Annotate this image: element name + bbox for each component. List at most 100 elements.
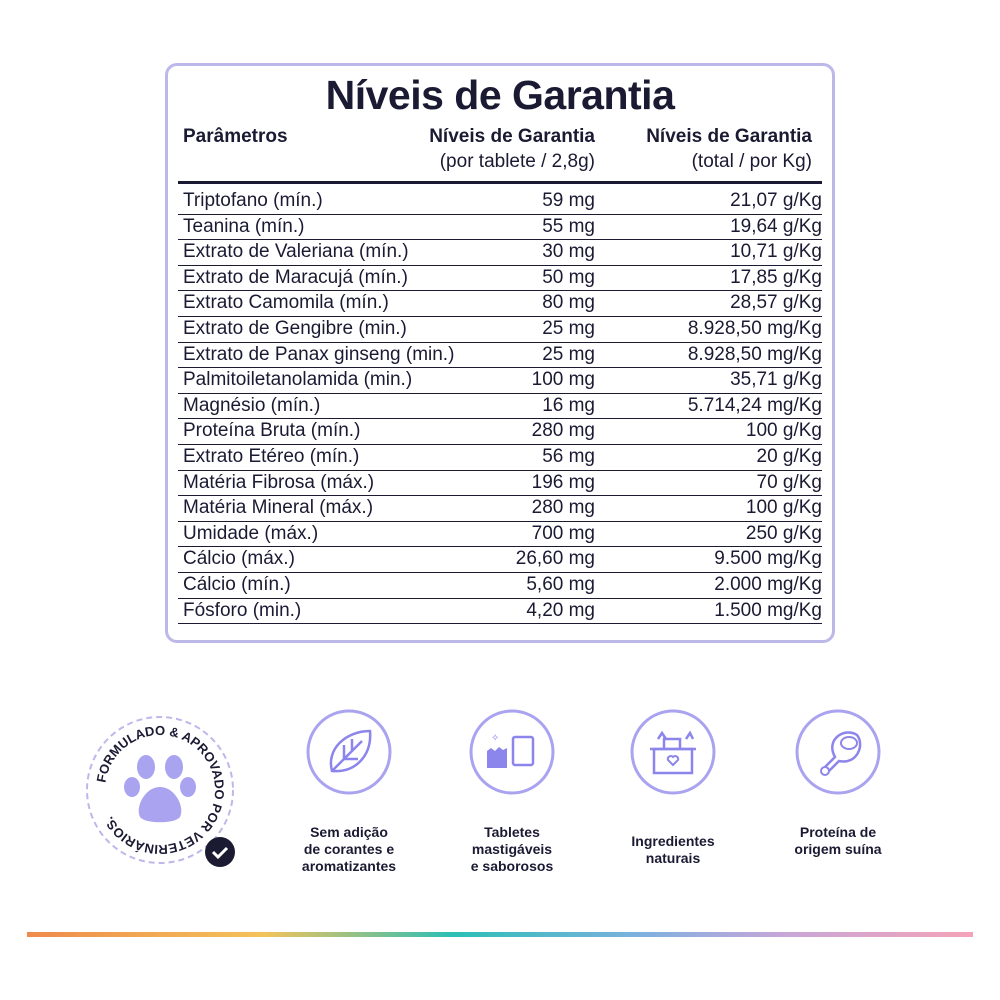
per-tablet-value: 30 mg <box>542 241 595 263</box>
param-name: Cálcio (mín.) <box>183 574 291 595</box>
ham-icon <box>795 709 881 795</box>
table-row: Matéria Fibrosa (máx.) 196 mg 70 g/Kg <box>178 470 822 497</box>
per-kg-value: 35,71 g/Kg <box>730 369 822 391</box>
param-name: Proteína Bruta (mín.) <box>183 420 361 442</box>
param-name: Teanina (mín.) <box>183 215 305 237</box>
per-tablet-value: 100 mg <box>531 369 595 391</box>
per-tablet-value: 700 mg <box>531 522 595 544</box>
per-kg-value: 8.928,50 mg/Kg <box>687 318 822 339</box>
table-row: Cálcio (máx.) 26,60 mg 9.500 mg/Kg <box>178 546 822 573</box>
per-kg-value: 19,64 g/Kg <box>730 215 822 237</box>
table-row: Cálcio (mín.) 5,60 mg 2.000 mg/Kg <box>178 572 822 599</box>
table-row: Extrato Etéreo (mín.) 56 mg 20 g/Kg <box>178 444 822 471</box>
header-param: Parâmetros <box>183 126 288 147</box>
feature-label-line: Tabletes <box>484 824 540 840</box>
per-kg-value: 9.500 mg/Kg <box>714 548 822 570</box>
per-tablet-value: 4,20 mg <box>526 599 595 621</box>
feature-label: Ingredientes naturais <box>608 833 738 867</box>
per-kg-value: 21,07 g/Kg <box>730 190 822 211</box>
param-name: Matéria Mineral (máx.) <box>183 497 374 519</box>
table-row: Umidade (máx.) 700 mg 250 g/Kg <box>178 521 822 548</box>
guarantee-table-card <box>165 63 835 643</box>
per-kg-value: 28,57 g/Kg <box>730 292 822 314</box>
per-tablet-value: 5,60 mg <box>526 574 595 595</box>
per-tablet-value: 196 mg <box>531 471 595 493</box>
per-tablet-value: 280 mg <box>531 497 595 519</box>
svg-text:✧: ✧ <box>491 733 499 744</box>
per-tablet-value: 16 mg <box>542 394 595 416</box>
table-row: Teanina (mín.) 55 mg 19,64 g/Kg <box>178 214 822 241</box>
feature-label-line: naturais <box>645 850 701 866</box>
per-kg-value: 2.000 mg/Kg <box>714 574 822 595</box>
param-name: Extrato de Maracujá (mín.) <box>183 266 408 288</box>
table-row: Extrato de Valeriana (mín.) 30 mg 10,71 g/… <box>178 239 822 266</box>
ingredients-box-icon <box>630 709 716 795</box>
per-kg-value: 100 g/Kg <box>745 420 822 442</box>
per-kg-value: 70 g/Kg <box>756 471 823 493</box>
feature-label: Proteína de origem suína <box>773 824 903 858</box>
paw-icon <box>124 755 196 823</box>
param-name: Extrato Etéreo (mín.) <box>183 446 360 467</box>
feature-label: Sem adição de corantes e aromatizantes <box>284 824 414 875</box>
per-kg-value: 10,71 g/Kg <box>730 241 822 263</box>
feature-label-line: mastigáveis <box>471 841 553 857</box>
per-kg-value: 100 g/Kg <box>745 497 822 519</box>
per-kg-value: 17,85 g/Kg <box>730 266 822 288</box>
header-col2-sub: (por tablete / 2,8g) <box>439 151 595 172</box>
per-tablet-value: 55 mg <box>542 215 595 237</box>
table-row: Magnésio (mín.) 16 mg 5.714,24 mg/Kg <box>178 393 822 420</box>
badge-wavy-border <box>86 716 234 864</box>
per-tablet-value: 59 mg <box>542 190 595 211</box>
header-col3-sub: (total / por Kg) <box>691 151 812 172</box>
param-name: Cálcio (máx.) <box>183 548 295 570</box>
table-row: Palmitoiletanolamida (min.) 100 mg 35,71 g… <box>178 367 822 394</box>
per-kg-value: 5.714,24 mg/Kg <box>687 394 822 416</box>
table-row: Extrato de Gengibre (min.) 25 mg 8.928,50 … <box>178 316 822 343</box>
table-row: Matéria Mineral (máx.) 280 mg 100 g/Kg <box>178 495 822 522</box>
param-name: Umidade (máx.) <box>183 522 319 544</box>
feature-label-line: de corantes e <box>303 841 395 857</box>
param-name: Matéria Fibrosa (máx.) <box>183 471 375 493</box>
feature-label-line: Ingredientes <box>631 833 715 849</box>
param-name: Extrato de Valeriana (mín.) <box>183 241 409 263</box>
per-tablet-value: 26,60 mg <box>515 548 595 570</box>
feature-label-line: Sem adição <box>310 824 388 840</box>
table-row: Fósforo (min.) 4,20 mg 1.500 mg/Kg <box>178 598 822 625</box>
check-badge-icon <box>205 837 235 867</box>
table-row: Extrato de Panax ginseng (min.) 25 mg 8.92… <box>178 342 822 369</box>
vet-approved-badge: FORMULADO & APROVADO POR VETERINÁRIOS. <box>86 716 235 867</box>
per-kg-value: 8.928,50 mg/Kg <box>687 343 822 365</box>
header-col2: Níveis de Garantia <box>429 126 595 147</box>
param-name: Extrato de Gengibre (min.) <box>183 318 407 339</box>
feature-label: Tabletes mastigáveis e saborosos <box>447 824 577 875</box>
per-kg-value: 1.500 mg/Kg <box>714 599 822 621</box>
header-col3: Níveis de Garantia <box>646 126 812 147</box>
param-name: Palmitoiletanolamida (min.) <box>183 369 413 391</box>
table-row: Extrato Camomila (mín.) 80 mg 28,57 g/Kg <box>178 290 822 317</box>
per-tablet-value: 280 mg <box>531 420 595 442</box>
per-tablet-value: 56 mg <box>542 446 595 467</box>
table-row: Proteína Bruta (mín.) 280 mg 100 g/Kg <box>178 418 822 445</box>
header-divider <box>178 181 822 184</box>
per-tablet-value: 25 mg <box>542 343 595 365</box>
feature-label-line: Proteína de <box>799 824 877 840</box>
feature-label-line: aromatizantes <box>301 858 397 874</box>
tablets-icon: ✧ <box>469 709 555 795</box>
per-kg-value: 20 g/Kg <box>756 446 823 467</box>
per-tablet-value: 80 mg <box>542 292 595 314</box>
feature-label-line: e saborosos <box>470 858 554 874</box>
param-name: Fósforo (min.) <box>183 599 302 621</box>
param-name: Extrato de Panax ginseng (min.) <box>183 343 455 365</box>
page-title: Níveis de Garantia <box>325 72 675 118</box>
table-row: Triptofano (mín.) 59 mg 21,07 g/Kg <box>178 188 822 215</box>
leaf-icon <box>306 709 392 795</box>
per-tablet-value: 25 mg <box>542 318 595 339</box>
per-tablet-value: 50 mg <box>542 266 595 288</box>
per-kg-value: 250 g/Kg <box>745 522 822 544</box>
gradient-divider <box>27 932 973 937</box>
param-name: Triptofano (mín.) <box>183 190 323 211</box>
param-name: Magnésio (mín.) <box>183 394 321 416</box>
table-row: Extrato de Maracujá (mín.) 50 mg 17,85 g/K… <box>178 265 822 292</box>
param-name: Extrato Camomila (mín.) <box>183 292 389 314</box>
feature-label-line: origem suína <box>794 841 882 857</box>
